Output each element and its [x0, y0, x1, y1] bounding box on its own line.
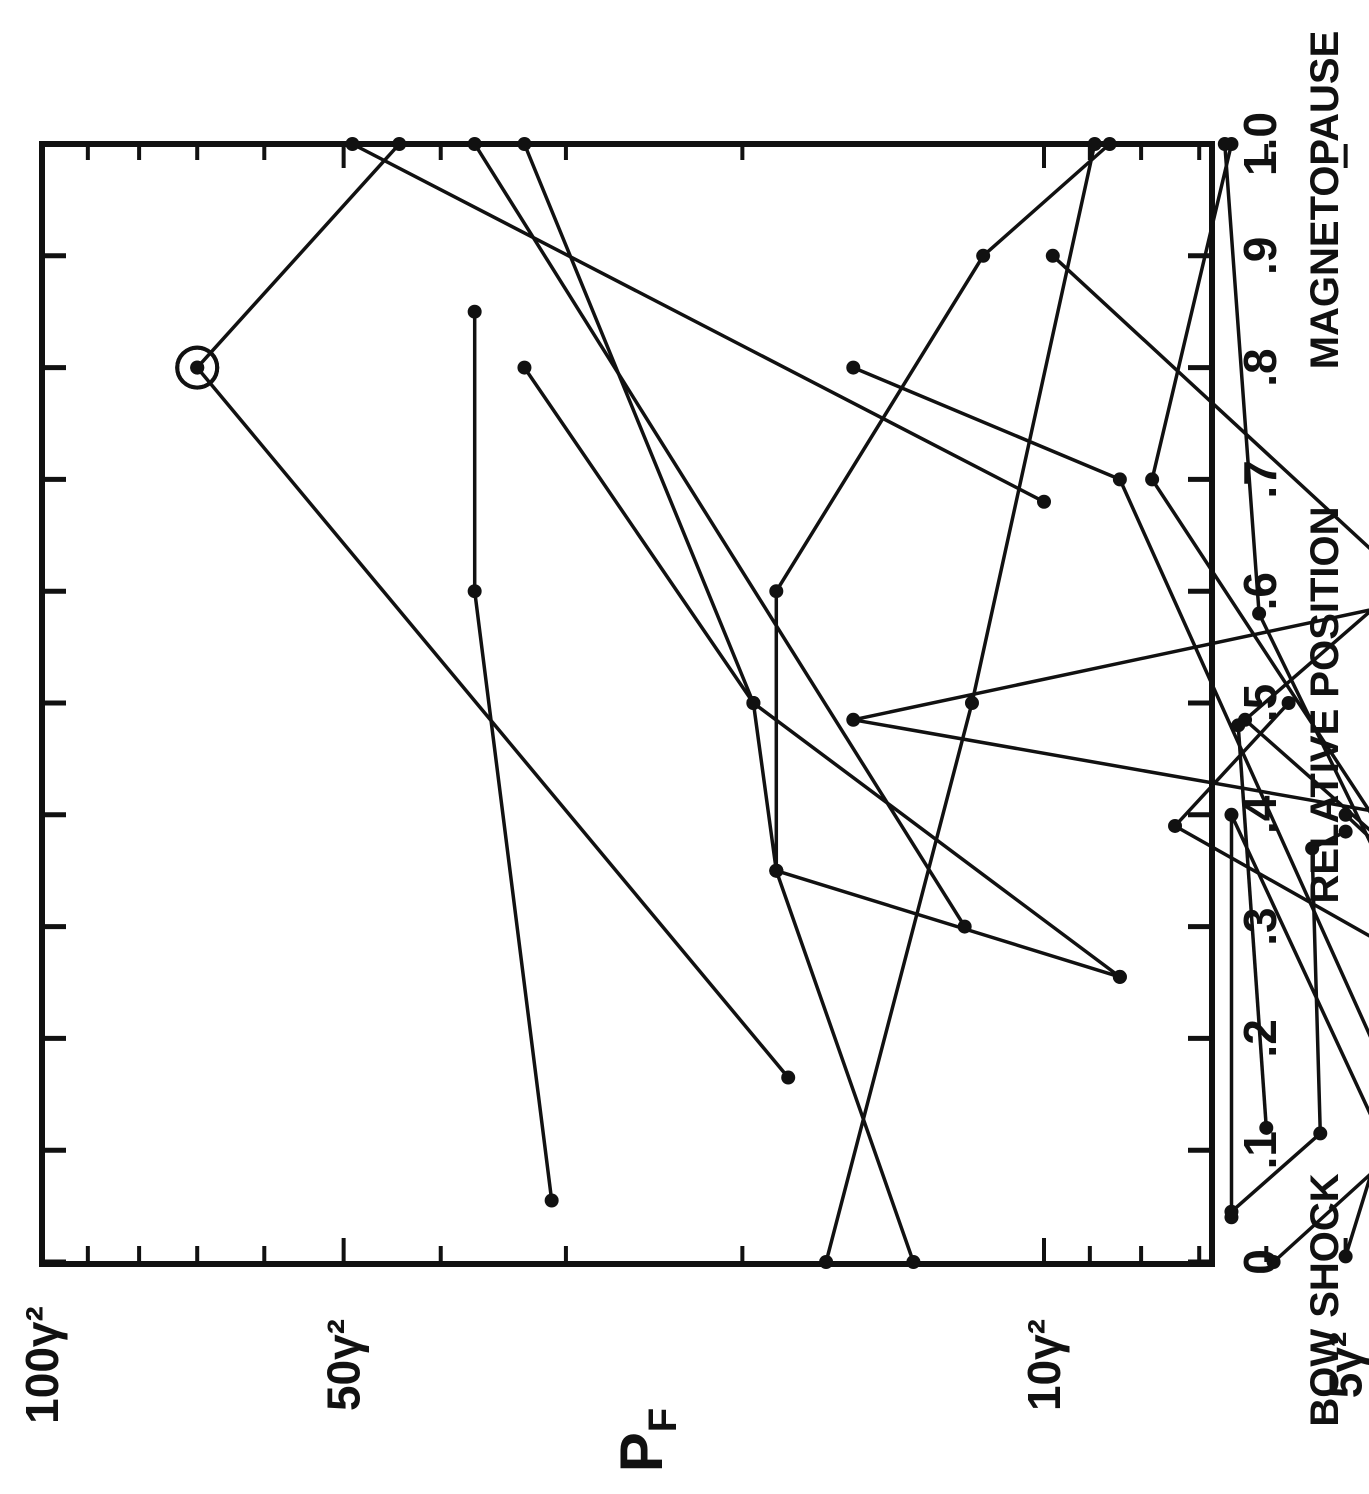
series-line — [774, 142, 1111, 871]
series-line — [473, 143, 967, 928]
x-tick-label: .7 — [1234, 460, 1286, 498]
data-point — [467, 137, 482, 151]
x-axis-label-center: RELATIVE POSITION — [1303, 506, 1347, 903]
series-line — [522, 143, 1121, 979]
data-point — [392, 137, 407, 151]
data-point — [964, 696, 979, 710]
y-tick-label: 10γ² — [1018, 1319, 1070, 1411]
data-point — [906, 1255, 921, 1269]
y-tick-label: 5γ² — [1320, 1332, 1369, 1398]
series-line — [1223, 143, 1369, 844]
data-point — [1217, 137, 1232, 151]
series-line — [1230, 830, 1347, 1214]
data-point — [769, 863, 784, 878]
x-tick-label: .9 — [1234, 237, 1286, 275]
y-tick-label: 100γ² — [16, 1306, 68, 1424]
data-point — [1281, 696, 1296, 710]
x-axis-ticks — [42, 141, 1212, 1265]
data-point — [1112, 969, 1127, 984]
data-point — [1112, 472, 1127, 487]
data-point — [1224, 807, 1239, 822]
x-tick-label: .1 — [1234, 1131, 1286, 1169]
x-tick-label: .4 — [1234, 795, 1286, 834]
data-markers — [175, 137, 1353, 1269]
data-point — [819, 1255, 834, 1269]
data-point — [1305, 841, 1320, 856]
data-point — [957, 919, 972, 934]
data-point — [1087, 137, 1102, 151]
plot-frame — [39, 141, 1215, 1267]
series-line — [1051, 254, 1369, 551]
y-axis-label-subscript: F — [641, 1408, 685, 1432]
data-point — [1259, 1120, 1274, 1135]
x-axis-label-right: MAGNETOPAUSE — [1303, 31, 1347, 370]
data-point — [517, 360, 532, 375]
series-line — [195, 142, 401, 369]
y-tick-label: 50γ² — [318, 1319, 370, 1411]
x-tick-label: .2 — [1234, 1019, 1286, 1057]
x-tick-label: .5 — [1234, 684, 1286, 722]
data-point — [1313, 1126, 1328, 1141]
data-point — [1252, 606, 1267, 621]
plot-area-border — [39, 141, 1215, 1267]
data-point — [1224, 1204, 1239, 1219]
series-line — [824, 143, 1097, 1263]
y-axis-label-main: P — [608, 1432, 675, 1472]
data-point — [1168, 818, 1183, 833]
x-tick-label: 1.0 — [1234, 112, 1286, 176]
series-line — [472, 311, 554, 1201]
data-point — [746, 696, 761, 710]
axis-text: BOW SHOCK RELATIVE POSITION MAGNETOPAUSE… — [16, 31, 1369, 1473]
data-point — [1045, 248, 1060, 263]
data-point — [1266, 1255, 1281, 1269]
series-line — [774, 868, 1121, 1263]
data-point — [846, 360, 861, 375]
series-line — [351, 142, 1045, 504]
series-line — [522, 366, 779, 871]
series-line — [1272, 1173, 1369, 1264]
data-point — [781, 1070, 796, 1085]
data-point — [1037, 494, 1051, 509]
y-axis-ticks — [40, 144, 1348, 1262]
highlight-ring — [175, 345, 220, 390]
data-point — [1338, 807, 1353, 822]
data-point — [769, 584, 784, 599]
x-tick-label: .8 — [1234, 348, 1286, 386]
x-axis-label-left: BOW SHOCK — [1303, 1173, 1347, 1426]
series-line — [1236, 725, 1269, 1128]
y-axis-label: PF — [608, 1408, 685, 1472]
series-line — [1229, 813, 1369, 1257]
data-point — [1338, 824, 1353, 839]
data-point — [1231, 718, 1246, 733]
data-point — [1102, 137, 1117, 151]
data-point — [1338, 1249, 1353, 1264]
data-point — [1145, 472, 1160, 487]
svg-text:PF: PF — [608, 1408, 685, 1472]
data-point — [345, 137, 360, 151]
data-point — [467, 584, 482, 599]
data-point — [517, 137, 532, 151]
data-point — [467, 304, 482, 319]
data-point — [544, 1193, 559, 1208]
series-line — [852, 365, 1369, 1038]
x-tick-label: .6 — [1234, 572, 1286, 610]
x-tick-label: .3 — [1234, 907, 1286, 945]
data-point — [190, 360, 205, 375]
data-point — [976, 248, 991, 263]
x-tick-label: 0 — [1234, 1249, 1286, 1275]
data-point — [846, 712, 861, 727]
